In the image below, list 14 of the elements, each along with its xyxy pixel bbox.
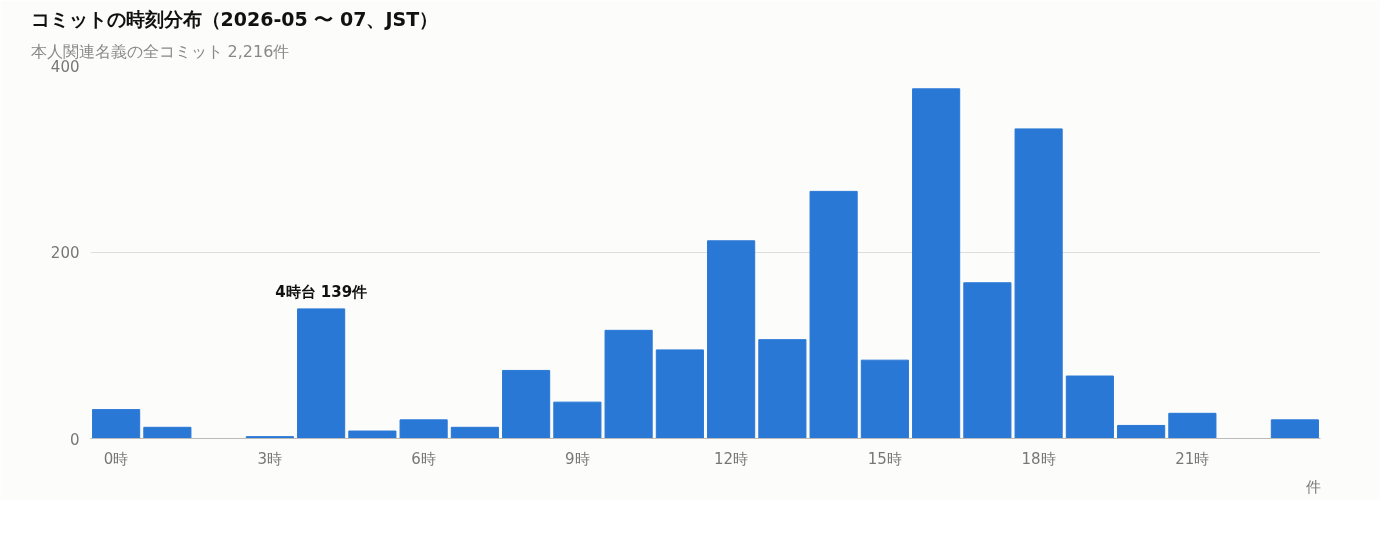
x-tick-label: 6時	[411, 449, 436, 468]
chart-title: コミットの時刻分布（2026-05 〜 07、JST）	[30, 7, 439, 30]
text: 件	[1305, 477, 1321, 496]
x-tick-label: 15時	[867, 449, 902, 468]
data-label: 4時台 139件	[275, 282, 368, 301]
x-tick-label: 0時	[103, 449, 129, 468]
y-tick-label: 200	[50, 244, 80, 262]
x-tick-label: 21時	[1175, 449, 1210, 468]
chart-subtitle: 本人関連名義の全コミット 2,216件	[30, 41, 290, 61]
x-tick-label: 9時	[565, 449, 590, 468]
x-tick-label: 3時	[257, 449, 283, 468]
x-tick-label: 18時	[1021, 449, 1056, 468]
y-tick-label: 0	[69, 430, 80, 449]
x-tick-label: 12時	[714, 449, 749, 468]
